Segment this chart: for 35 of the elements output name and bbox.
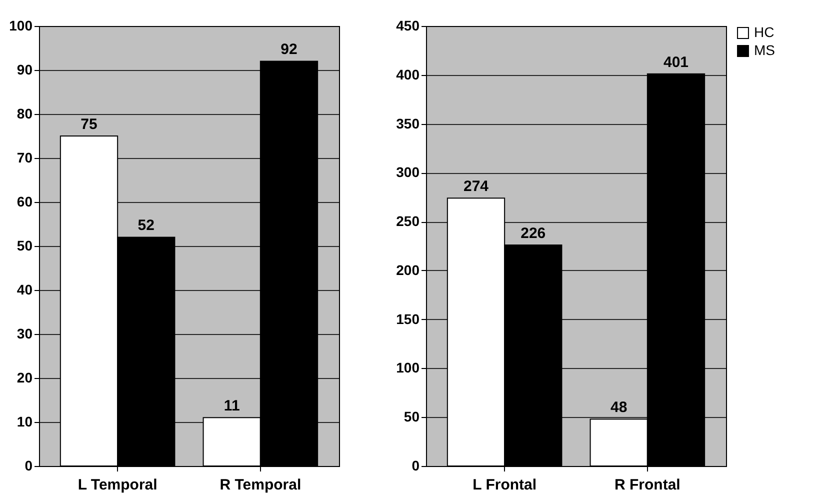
y-tick-label: 40: [16, 282, 33, 298]
y-tick-label: 400: [396, 66, 420, 82]
y-tick-label: 20: [16, 370, 33, 386]
x-tick-label: L Frontal: [472, 476, 537, 494]
y-tick-label: 100: [9, 18, 33, 34]
y-tick-label: 300: [396, 164, 420, 180]
y-tick-label: 50: [404, 408, 420, 425]
y-tick-label: 450: [396, 18, 420, 34]
x-tick-label: L Temporal: [78, 476, 158, 494]
y-tick-label: 80: [16, 106, 33, 122]
y-tick-label: 200: [396, 262, 420, 278]
legend-label: HC: [754, 24, 774, 40]
data-label: 226: [520, 225, 546, 242]
data-label: 401: [663, 54, 689, 71]
data-label: 75: [80, 116, 98, 133]
y-tick-label: 0: [412, 458, 420, 474]
x-tick-label: R Temporal: [220, 476, 302, 494]
y-tick-label: 70: [16, 150, 33, 166]
data-label: 92: [280, 41, 298, 58]
y-tick-label: 150: [396, 310, 420, 327]
data-label: 274: [463, 178, 490, 196]
y-tick-label: 90: [16, 62, 33, 78]
data-label: 48: [610, 399, 628, 416]
data-label: 52: [138, 217, 154, 234]
x-tick-label: R Frontal: [614, 476, 680, 494]
y-tick-label: 100: [396, 360, 420, 376]
y-tick-label: 0: [24, 458, 33, 474]
y-tick-label: 50: [16, 238, 33, 254]
y-tick-label: 250: [396, 213, 420, 230]
data-label: 11: [224, 398, 240, 415]
y-tick-label: 30: [16, 326, 33, 342]
y-tick-label: 10: [16, 414, 33, 430]
y-tick-label: 60: [16, 194, 33, 210]
y-tick-label: 350: [396, 115, 420, 132]
legend-label: MS: [754, 42, 775, 58]
